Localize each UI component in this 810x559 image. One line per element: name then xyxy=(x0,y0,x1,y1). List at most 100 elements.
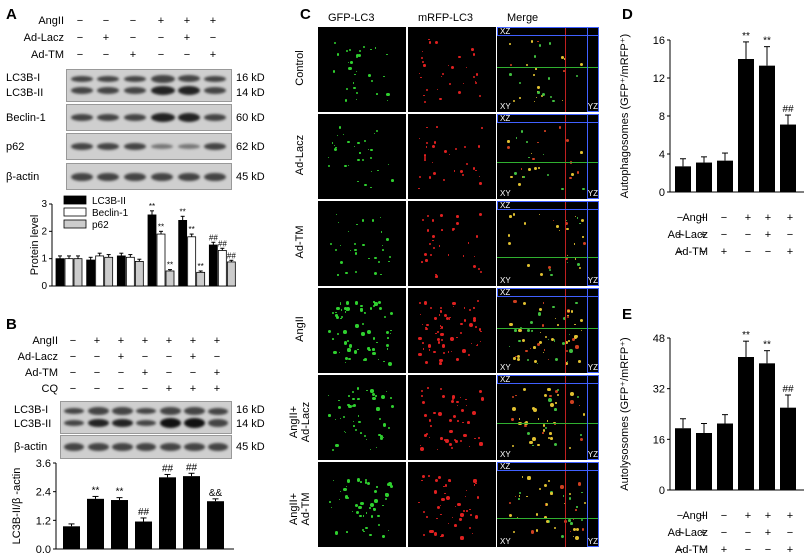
fluorescent-puncta xyxy=(439,310,443,313)
fluorescent-puncta xyxy=(422,510,426,514)
D-condition-angii: AngII xyxy=(682,212,708,224)
fluorescent-puncta xyxy=(332,449,335,452)
fluorescent-puncta xyxy=(473,319,476,322)
fluorescent-puncta xyxy=(425,326,427,328)
fluorescent-puncta xyxy=(569,333,571,335)
fluorescent-puncta xyxy=(345,301,349,305)
fluorescent-puncta xyxy=(509,72,513,76)
fluorescent-puncta xyxy=(577,360,581,364)
orthogonal-line-vertical xyxy=(565,462,566,547)
fluorescent-puncta xyxy=(512,444,515,448)
fluorescent-puncta xyxy=(373,508,376,511)
fluorescent-puncta xyxy=(535,513,539,516)
fluorescent-puncta xyxy=(463,146,466,149)
fluorescent-puncta xyxy=(389,332,391,334)
fluorescent-puncta xyxy=(449,153,451,155)
fluorescent-puncta xyxy=(425,327,428,331)
B-condition-mark: + xyxy=(117,351,125,363)
fluorescent-puncta xyxy=(383,437,385,439)
fluorescent-puncta xyxy=(370,48,372,51)
micrograph-gfp xyxy=(318,114,406,199)
fluorescent-puncta xyxy=(348,61,350,63)
fluorescent-puncta xyxy=(533,100,536,103)
panel-c-column-1: mRFP-LC3 xyxy=(418,12,474,24)
e-bar xyxy=(738,357,754,490)
fluorescent-puncta xyxy=(383,76,385,78)
fluorescent-puncta xyxy=(479,270,482,273)
fluorescent-puncta xyxy=(386,330,390,334)
fluorescent-puncta xyxy=(339,490,342,493)
fluorescent-puncta xyxy=(344,99,348,102)
B-condition-mark: − xyxy=(165,367,173,379)
fluorescent-puncta xyxy=(469,514,472,517)
fluorescent-puncta xyxy=(444,492,446,495)
e-bar xyxy=(717,423,733,490)
fluorescent-puncta xyxy=(419,444,422,446)
fluorescent-puncta xyxy=(536,141,539,144)
micrograph-gfp xyxy=(318,462,406,547)
fluorescent-puncta xyxy=(475,81,478,84)
fluorescent-puncta xyxy=(454,505,457,507)
fluorescent-puncta xyxy=(382,423,387,427)
a-bar-p62 xyxy=(196,271,206,287)
micrograph-merge: XZ XY YZ xyxy=(497,114,599,199)
blot-b-lc3b xyxy=(60,401,232,434)
fluorescent-puncta xyxy=(509,514,513,518)
fluorescent-puncta xyxy=(372,396,376,400)
D-condition-ad-tm: Ad-TM xyxy=(675,246,708,258)
fluorescent-puncta xyxy=(378,261,381,263)
fluorescent-puncta xyxy=(424,361,428,364)
fluorescent-puncta xyxy=(580,151,584,155)
fluorescent-puncta xyxy=(328,165,331,168)
a-y-tick-label: 1 xyxy=(41,254,47,265)
fluorescent-puncta xyxy=(386,93,390,97)
fluorescent-puncta xyxy=(343,330,347,334)
fluorescent-puncta xyxy=(568,447,571,450)
d-y-tick-label: 16 xyxy=(653,35,665,47)
fluorescent-puncta xyxy=(381,244,384,247)
fluorescent-puncta xyxy=(437,476,441,479)
fluorescent-puncta xyxy=(336,306,340,311)
fluorescent-puncta xyxy=(365,438,367,440)
a-bar-p62 xyxy=(104,256,114,287)
fluorescent-puncta xyxy=(526,495,529,498)
fluorescent-puncta xyxy=(543,393,547,397)
fluorescent-puncta xyxy=(343,340,348,345)
b-significance-mark: ** xyxy=(92,485,100,496)
fluorescent-puncta xyxy=(333,145,335,147)
fluorescent-puncta xyxy=(509,502,511,505)
fluorescent-puncta xyxy=(470,343,472,345)
fluorescent-puncta xyxy=(467,241,470,244)
fluorescent-puncta xyxy=(380,231,383,233)
fluorescent-puncta xyxy=(553,219,555,221)
orthogonal-line-vertical xyxy=(565,27,566,112)
fluorescent-puncta xyxy=(507,145,511,149)
xz-projection xyxy=(497,27,599,36)
b-significance-mark: ## xyxy=(138,507,150,518)
orthogonal-line-horizontal xyxy=(497,328,599,329)
yz-projection xyxy=(587,27,599,112)
fluorescent-puncta xyxy=(347,164,349,166)
fluorescent-puncta xyxy=(354,248,358,252)
fluorescent-puncta xyxy=(539,213,541,215)
e-y-tick-label: 0 xyxy=(659,485,665,497)
fluorescent-puncta xyxy=(529,440,533,445)
fluorescent-puncta xyxy=(422,61,425,64)
fluorescent-puncta xyxy=(453,524,456,527)
fluorescent-puncta xyxy=(385,343,389,347)
orthogonal-label-yz: YZ xyxy=(587,189,598,198)
fluorescent-puncta xyxy=(445,495,450,500)
fluorescent-puncta xyxy=(564,222,568,226)
fluorescent-puncta xyxy=(556,388,559,391)
micrograph-gfp xyxy=(318,201,406,286)
E-condition-mark: + xyxy=(764,527,772,539)
fluorescent-puncta xyxy=(433,490,438,494)
fluorescent-puncta xyxy=(459,518,462,521)
fluorescent-puncta xyxy=(332,338,335,341)
fluorescent-puncta xyxy=(448,523,450,525)
fluorescent-puncta xyxy=(367,149,369,151)
fluorescent-puncta xyxy=(380,437,384,441)
a-legend-label: p62 xyxy=(92,220,109,231)
fluorescent-puncta xyxy=(533,54,537,58)
A-condition-mark: − xyxy=(76,32,84,44)
